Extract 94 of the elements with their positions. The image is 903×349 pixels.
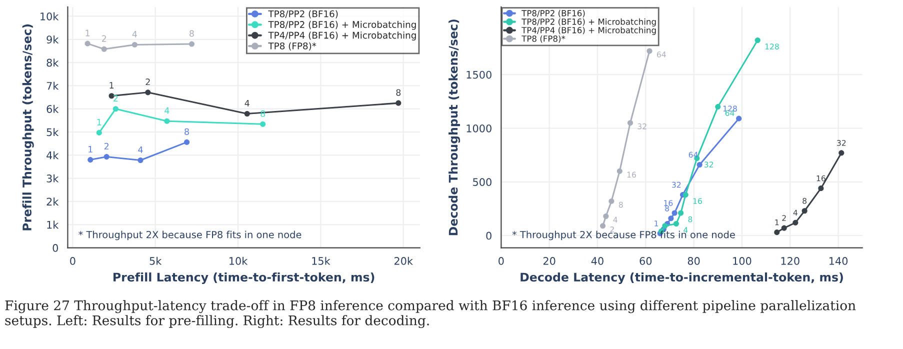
point bbox=[96, 130, 102, 136]
x-tick-label: 100 bbox=[733, 257, 752, 265]
x-tick-label: 5k bbox=[150, 256, 162, 265]
point bbox=[715, 104, 721, 110]
legend-label: TP4/PP4 (BF16) + Microbatching bbox=[522, 26, 656, 35]
y-tick-label: 0 bbox=[486, 232, 492, 240]
point bbox=[104, 154, 110, 160]
point bbox=[616, 168, 622, 174]
legend-label: TP4/PP4 (BF16) + Microbatching bbox=[268, 32, 416, 40]
legend-label: TP8/PP2 (BF16) bbox=[268, 10, 338, 18]
y-tick-label: 1000 bbox=[466, 124, 492, 132]
point bbox=[145, 90, 151, 96]
point bbox=[646, 48, 652, 54]
y-tick-label: 6k bbox=[46, 104, 59, 113]
point bbox=[603, 213, 609, 220]
annotation: 4 bbox=[138, 146, 143, 153]
point bbox=[818, 186, 824, 192]
annotation: * Throughput 2X because FP8 fits in one node bbox=[78, 230, 302, 240]
y-axis-title: Prefill Throughput (tokens/sec) bbox=[22, 24, 34, 230]
legend-label: TP8/PP2 (BF16) bbox=[522, 10, 585, 18]
point bbox=[260, 121, 266, 127]
y-tick-label: 2k bbox=[46, 198, 59, 206]
point bbox=[138, 157, 144, 164]
point bbox=[101, 46, 107, 52]
point bbox=[668, 216, 674, 222]
annotation: 8 bbox=[396, 89, 401, 96]
point bbox=[781, 225, 787, 231]
point bbox=[112, 106, 118, 112]
point bbox=[662, 223, 668, 229]
point bbox=[608, 198, 614, 204]
x-tick-label: 10k bbox=[230, 256, 248, 265]
point bbox=[672, 210, 678, 216]
point bbox=[88, 157, 94, 163]
legend-label: TP8/PP2 (BF16) + Microbatching bbox=[522, 18, 656, 26]
point bbox=[673, 220, 680, 227]
annotation: 8 bbox=[184, 128, 189, 135]
annotation: 2 bbox=[104, 142, 108, 150]
y-tick-label: 10k bbox=[40, 12, 59, 20]
legend-label: TP8/PP2 (BF16) + Microbatching bbox=[268, 20, 416, 30]
x-tick-label: 80 bbox=[688, 257, 700, 265]
x-tick-label: 20k bbox=[394, 256, 413, 265]
point bbox=[132, 42, 138, 48]
x-tick-label: 60 bbox=[640, 257, 652, 265]
x-tick-label: 40 bbox=[591, 257, 604, 265]
x-tick-label: 0 bbox=[498, 257, 504, 265]
y-tick-label: 500 bbox=[473, 178, 492, 186]
point bbox=[396, 100, 402, 106]
annotation: 4 bbox=[132, 30, 137, 38]
y-tick-label: 8k bbox=[46, 58, 59, 67]
annotation: 1 bbox=[86, 30, 90, 36]
point bbox=[696, 162, 702, 168]
y-tick-label: 3k bbox=[46, 174, 59, 182]
y-tick-label: 1500 bbox=[466, 70, 492, 79]
point bbox=[244, 110, 250, 116]
annotation: 1 bbox=[110, 82, 114, 89]
point bbox=[627, 120, 634, 126]
annotation: 1 bbox=[97, 118, 102, 126]
annotation: 2 bbox=[102, 35, 106, 42]
annotation: 2 bbox=[146, 78, 150, 86]
x-tick-label: 120 bbox=[781, 257, 800, 265]
x-axis-title: Prefill Latency (time-to-first-token, ms) bbox=[114, 272, 374, 284]
y-tick-label: 0 bbox=[52, 244, 58, 252]
annotation: 8 bbox=[190, 30, 194, 37]
point bbox=[164, 118, 170, 124]
caption: Figure 27 Throughput-latency trade-off in FP8 inference compared with BF16 inference using different pipeline parallelization setups. Left: Results for pre-filling. Right: Results for decoding. bbox=[5, 300, 856, 328]
x-tick-label: 0 bbox=[70, 257, 76, 265]
point bbox=[84, 40, 90, 46]
annotation: 1 bbox=[88, 146, 92, 152]
point bbox=[754, 37, 760, 44]
point bbox=[802, 208, 808, 214]
annotation: 4 bbox=[244, 100, 250, 106]
legend-label: TP8 (FP8)* bbox=[522, 35, 566, 43]
point bbox=[838, 150, 844, 156]
y-tick-label: 7k bbox=[46, 82, 59, 90]
x-tick-label: 20 bbox=[543, 257, 556, 265]
point bbox=[678, 210, 684, 216]
point bbox=[188, 41, 195, 47]
y-tick-label: 5k bbox=[46, 128, 59, 136]
point bbox=[600, 223, 606, 229]
x-tick-label: 15k bbox=[312, 256, 330, 265]
point bbox=[184, 139, 190, 145]
y-tick-label: 4k bbox=[46, 151, 59, 160]
point bbox=[792, 220, 798, 226]
y-tick-label: 1k bbox=[47, 220, 59, 229]
point bbox=[736, 116, 742, 122]
point bbox=[682, 192, 688, 198]
y-tick-label: 9k bbox=[46, 35, 59, 44]
point bbox=[774, 230, 780, 236]
x-tick-label: 140 bbox=[829, 257, 848, 265]
y-axis-title: Decode Throughput (tokens/sec) bbox=[448, 20, 460, 236]
annotation: 2 bbox=[114, 94, 118, 102]
x-axis-title: Decode Latency (time-to-incremental-token, ms) bbox=[520, 272, 843, 284]
legend-label: TP8 (FP8)* bbox=[268, 42, 316, 50]
annotation: 4 bbox=[164, 107, 170, 114]
